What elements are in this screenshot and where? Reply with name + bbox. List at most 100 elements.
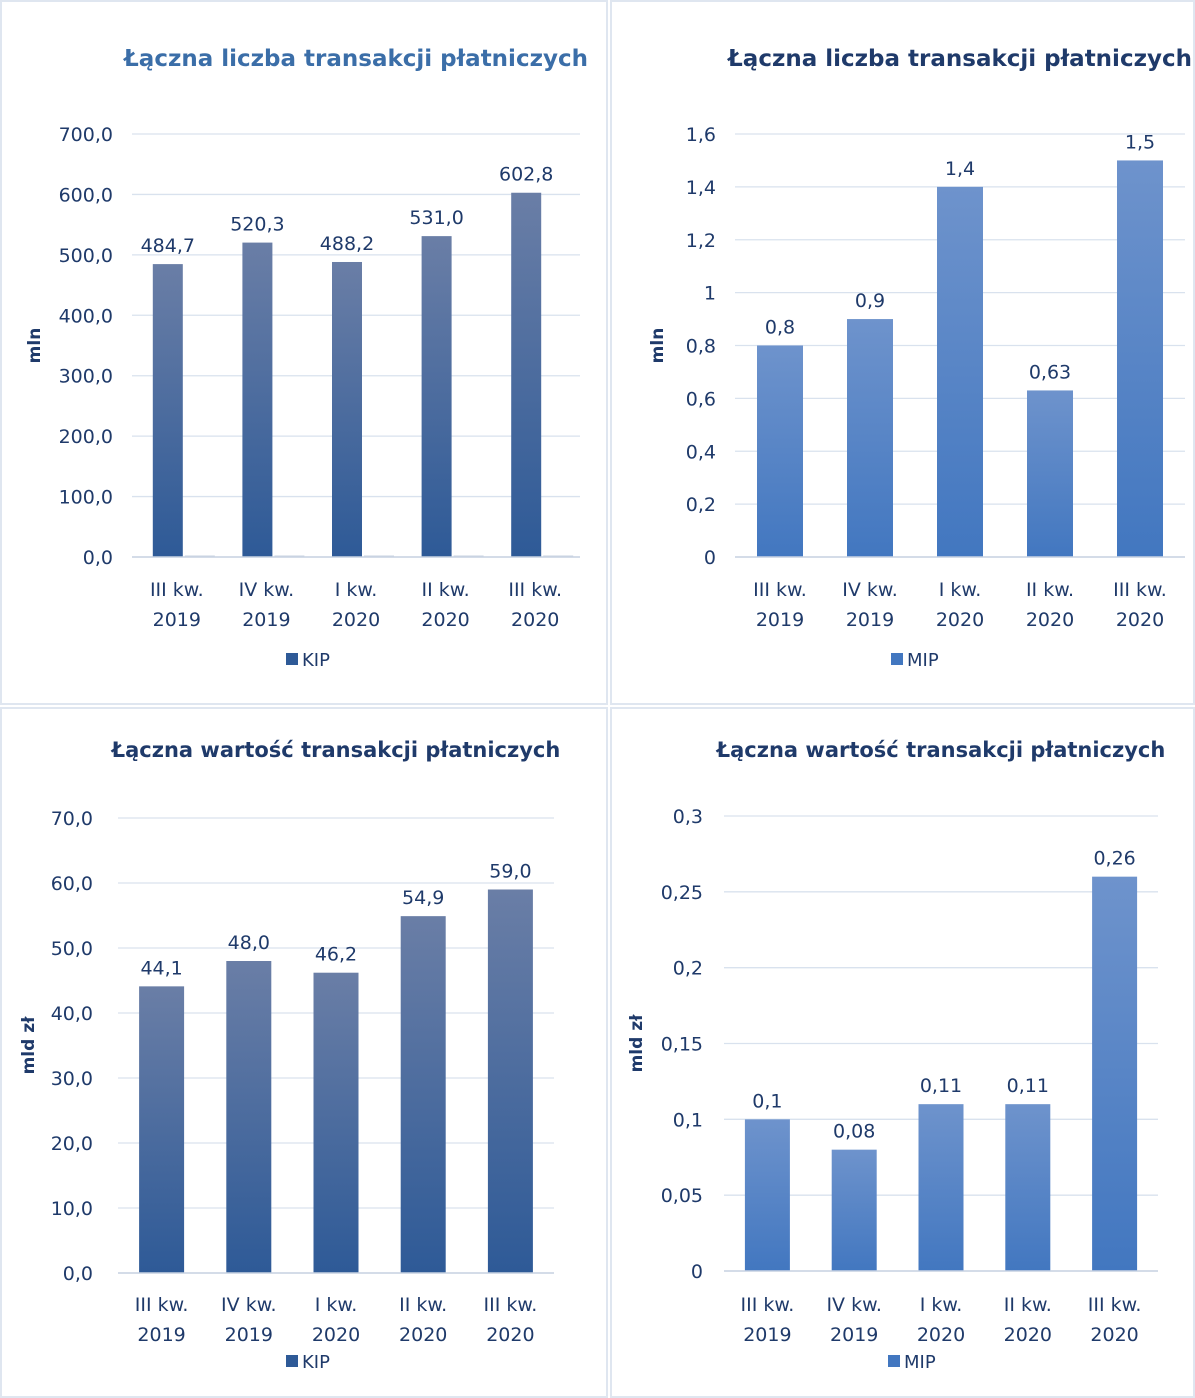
- data-label: 44,1: [140, 957, 182, 979]
- y-tick-label: 0,2: [686, 494, 716, 516]
- data-label: 0,11: [920, 1075, 962, 1097]
- y-tick-label: 1,2: [686, 230, 716, 252]
- x-tick-label: 2019: [137, 1324, 185, 1346]
- data-label: 46,2: [315, 944, 357, 966]
- x-tick-label: IV kw.: [221, 1294, 276, 1316]
- x-tick-label: III kw.: [1088, 1294, 1142, 1316]
- chart-panel-kip-value: Łączna wartość transakcji płatniczych 0,0…: [0, 707, 608, 1398]
- y-tick-label: 0: [704, 547, 716, 569]
- y-tick-label: 10,0: [51, 1198, 93, 1220]
- chart-svg: Łączna liczba transakcji płatniczych 0,0 1…: [25, 46, 588, 671]
- x-tick-label: III kw.: [484, 1294, 538, 1316]
- x-tick-label: 2019: [225, 1324, 273, 1346]
- x-tick-label: III kw.: [508, 579, 562, 601]
- bar: [937, 186, 983, 557]
- y-tick-label: 0,0: [83, 547, 113, 569]
- legend-label: KIP: [302, 1352, 330, 1373]
- data-label: 48,0: [228, 932, 270, 954]
- data-label: 1,4: [945, 158, 975, 180]
- x-tick-label: IV kw.: [826, 1294, 881, 1316]
- data-label: 0,8: [765, 317, 795, 339]
- x-tick-label: 2020: [421, 609, 469, 631]
- data-label: 0,08: [833, 1121, 875, 1143]
- bar: [226, 961, 272, 1273]
- data-label: 59,0: [489, 861, 531, 883]
- x-tick-label: IV kw.: [842, 579, 897, 601]
- chart-svg: Łączna wartość transakcji płatniczych 0 0,…: [627, 738, 1166, 1373]
- bar: [744, 1119, 790, 1271]
- x-tick-label: 2019: [242, 609, 290, 631]
- x-tick-label: 2020: [1026, 609, 1074, 631]
- x-tick-label: 2019: [846, 609, 894, 631]
- x-tick-label: III kw.: [753, 579, 807, 601]
- x-tick-label: 2020: [936, 609, 984, 631]
- y-tick-label: 30,0: [51, 1068, 93, 1090]
- bar: [918, 1104, 964, 1271]
- chart-title: Łączna liczba transakcji płatniczych: [122, 46, 588, 72]
- legend-label: KIP: [302, 650, 330, 671]
- x-tick-label: 2019: [153, 609, 201, 631]
- y-tick-label: 0,05: [661, 1185, 703, 1207]
- x-tick-label: 2019: [743, 1324, 791, 1346]
- chart-title: Łączna wartość transakcji płatniczych: [716, 738, 1166, 762]
- data-label: 0,9: [855, 290, 885, 312]
- bar: [332, 261, 362, 557]
- bar: [511, 192, 542, 557]
- bar: [1005, 1104, 1051, 1271]
- x-tick-label: 2020: [1090, 1324, 1138, 1346]
- data-label: 602,8: [499, 164, 553, 186]
- x-tick-label: 2020: [1116, 609, 1164, 631]
- y-tick-label: 0,25: [661, 882, 703, 904]
- y-tick-label: 0,6: [686, 388, 716, 410]
- x-tick-label: IV kw.: [239, 579, 294, 601]
- x-tick-label: 2020: [332, 609, 380, 631]
- y-tick-label: 0,4: [686, 441, 716, 463]
- bar: [1027, 390, 1073, 557]
- bar: [757, 345, 803, 557]
- y-tick-label: 0,2: [673, 958, 703, 980]
- y-tick-label: 1,6: [686, 124, 716, 146]
- chart-svg: Łączna liczba transakcji płatniczych 0 0,2…: [648, 46, 1192, 671]
- x-tick-label: I kw.: [939, 579, 981, 601]
- data-label: 54,9: [402, 887, 444, 909]
- legend-swatch: [888, 1355, 900, 1367]
- x-tick-label: 2020: [1004, 1324, 1052, 1346]
- data-label: 484,7: [141, 235, 195, 257]
- x-tick-label: III kw.: [135, 1294, 189, 1316]
- data-label: 0,11: [1007, 1075, 1049, 1097]
- bar: [421, 236, 452, 558]
- x-tick-label: I kw.: [335, 579, 377, 601]
- legend-swatch: [891, 653, 903, 665]
- x-tick-label: III kw.: [741, 1294, 795, 1316]
- y-tick-label: 600,0: [59, 184, 113, 206]
- bar: [847, 319, 893, 557]
- y-tick-label: 0: [691, 1261, 703, 1283]
- bar: [242, 242, 273, 557]
- data-label: 488,2: [320, 233, 374, 255]
- y-tick-label: 0,0: [63, 1263, 93, 1285]
- y-axis-label: mln: [25, 328, 45, 364]
- y-tick-label: 200,0: [59, 426, 113, 448]
- y-tick-label: 700,0: [59, 124, 113, 146]
- y-tick-label: 0,8: [686, 336, 716, 358]
- bar: [139, 986, 185, 1273]
- x-tick-label: I kw.: [920, 1294, 962, 1316]
- chart-title: Łączna liczba transakcji płatniczych: [726, 46, 1192, 72]
- y-tick-label: 100,0: [59, 487, 113, 509]
- bar: [400, 916, 446, 1273]
- y-tick-label: 300,0: [59, 366, 113, 388]
- legend-label: MIP: [907, 650, 939, 671]
- y-tick-label: 20,0: [51, 1133, 93, 1155]
- data-label: 0,1: [752, 1090, 782, 1112]
- chart-title: Łączna wartość transakcji płatniczych: [111, 738, 561, 762]
- legend-swatch: [286, 1355, 298, 1367]
- x-tick-label: I kw.: [315, 1294, 357, 1316]
- x-tick-label: 2020: [511, 609, 559, 631]
- x-tick-label: II kw.: [1026, 579, 1074, 601]
- bar: [313, 972, 359, 1273]
- x-tick-label: 2019: [830, 1324, 878, 1346]
- y-axis-label: mld zł: [627, 1014, 647, 1073]
- data-label: 0,26: [1093, 848, 1135, 870]
- x-tick-label: II kw.: [399, 1294, 447, 1316]
- bar: [1117, 160, 1163, 557]
